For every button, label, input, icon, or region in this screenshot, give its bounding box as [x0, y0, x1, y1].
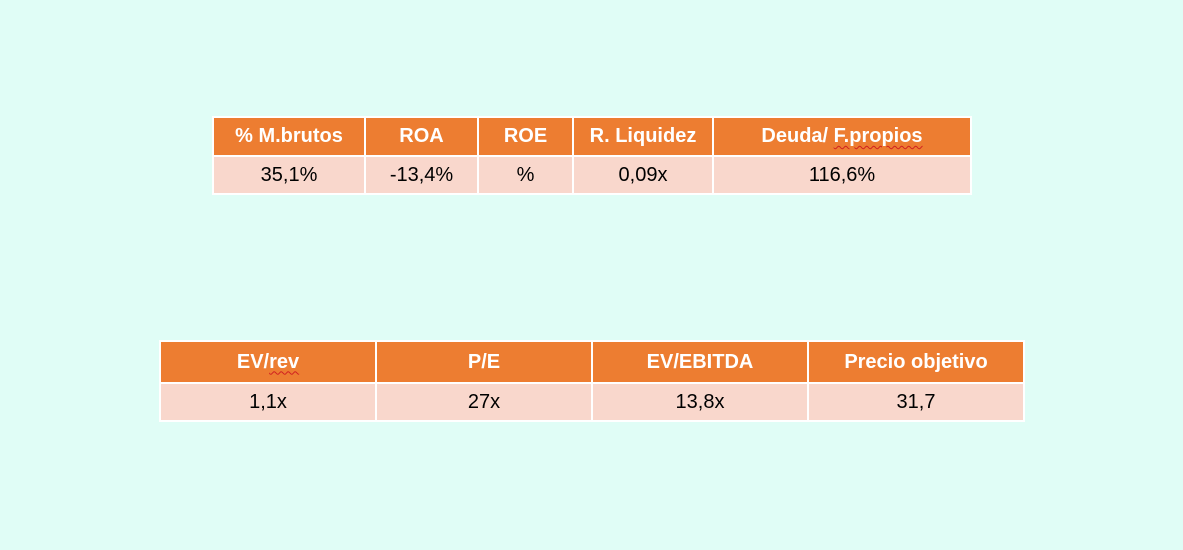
cell-target-price[interactable]: 31,7	[807, 382, 1025, 422]
table-header-row: EV/rev P/E EV/EBITDA Precio objetivo	[159, 340, 1025, 384]
header-debt-label: Deuda/	[761, 125, 834, 147]
header-gross-margin[interactable]: % M.brutos	[212, 116, 366, 157]
header-roa[interactable]: ROA	[364, 116, 479, 157]
header-pe[interactable]: P/E	[375, 340, 593, 384]
cell-pe[interactable]: 27x	[375, 382, 593, 422]
header-ev-ebitda[interactable]: EV/EBITDA	[591, 340, 809, 384]
valuation-multiples-table: EV/rev P/E EV/EBITDA Precio objetivo 1,1…	[159, 340, 1025, 422]
header-target-price[interactable]: Precio objetivo	[807, 340, 1025, 384]
header-equity-label: F.propios	[833, 125, 923, 147]
cell-liquidity-ratio[interactable]: 0,09x	[572, 155, 714, 195]
cell-debt-to-equity[interactable]: 116,6%	[712, 155, 972, 195]
header-debt-to-equity[interactable]: Deuda/ F.propios	[712, 116, 972, 157]
header-rev-label: rev	[269, 350, 300, 373]
header-roe[interactable]: ROE	[477, 116, 574, 157]
header-ev-label: EV/	[236, 350, 270, 373]
table-row: 1,1x 27x 13,8x 31,7	[159, 382, 1025, 422]
header-ev-revenue[interactable]: EV/rev	[159, 340, 377, 384]
cell-roa[interactable]: -13,4%	[364, 155, 479, 195]
header-liquidity-ratio[interactable]: R. Liquidez	[572, 116, 714, 157]
table-header-row: % M.brutos ROA ROE R. Liquidez Deuda/ F.…	[212, 116, 972, 157]
financial-ratios-table: % M.brutos ROA ROE R. Liquidez Deuda/ F.…	[212, 116, 972, 195]
cell-roe[interactable]: %	[477, 155, 574, 195]
cell-ev-revenue[interactable]: 1,1x	[159, 382, 377, 422]
table-row: 35,1% -13,4% % 0,09x 116,6%	[212, 155, 972, 195]
cell-ev-ebitda[interactable]: 13,8x	[591, 382, 809, 422]
cell-gross-margin[interactable]: 35,1%	[212, 155, 366, 195]
